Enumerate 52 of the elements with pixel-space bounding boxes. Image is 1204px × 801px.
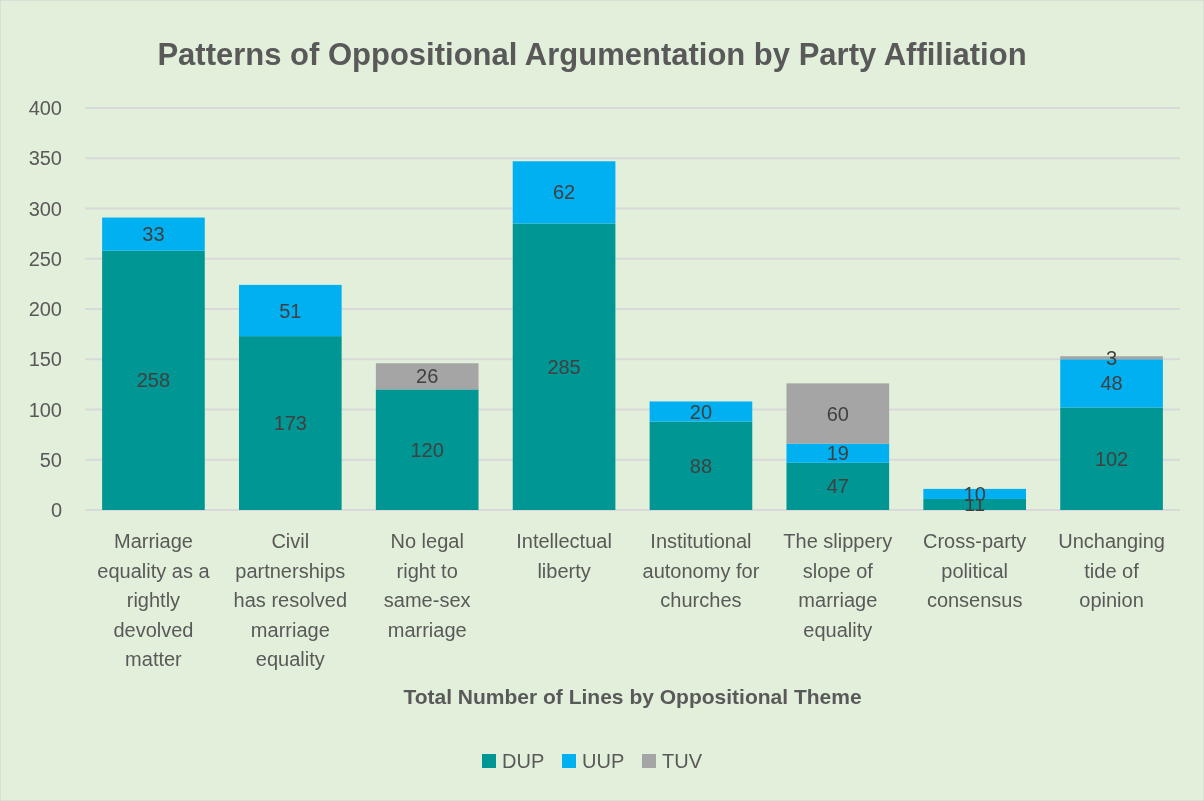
data-label: 20 — [689, 400, 713, 423]
data-label: 173 — [273, 412, 307, 435]
x-tick-label: Cross-party political consensus — [923, 530, 1027, 611]
x-axis-title: Total Number of Lines by Oppositional Theme — [403, 685, 862, 708]
bar — [649, 421, 753, 510]
y-tick-label: 350 — [28, 147, 62, 170]
y-tick-label: 150 — [28, 348, 62, 371]
bar — [1060, 407, 1163, 510]
y-tick-label: 400 — [28, 97, 62, 119]
x-tick-label: No legal right to same-sex marriage — [383, 530, 471, 641]
y-tick-label: 100 — [28, 398, 62, 421]
chart-title: Patterns of Oppositional Argumentation by Party Affiliation — [157, 37, 1027, 72]
y-tick-label: 300 — [28, 197, 62, 220]
legend-label: DUP — [502, 750, 545, 772]
x-tick-label: The slippery slope of marriage equality — [783, 530, 893, 641]
data-label: 120 — [410, 438, 444, 461]
x-tick-label: Unchanging tide of opinion — [1058, 530, 1165, 611]
y-tick-label: 200 — [28, 298, 62, 320]
x-tick-label: Marriage equality as a rightly devolved matter — [97, 530, 211, 670]
data-label: 102 — [1094, 447, 1129, 470]
data-label: 62 — [552, 181, 576, 204]
bar — [238, 284, 342, 337]
bar — [923, 488, 1027, 499]
bar — [649, 401, 753, 422]
y-tick-label: 50 — [39, 448, 62, 471]
data-label: 88 — [689, 454, 713, 477]
data-label: 285 — [547, 355, 581, 378]
bar — [375, 389, 479, 510]
legend-label: UUP — [582, 750, 625, 772]
bar — [786, 383, 890, 444]
bar — [102, 217, 205, 251]
data-label: 26 — [416, 365, 439, 388]
data-label: 258 — [136, 369, 171, 392]
x-tick-label: Intellectual liberty — [516, 530, 612, 582]
bar — [375, 363, 479, 390]
bar — [238, 336, 342, 510]
data-label: 33 — [142, 223, 165, 246]
y-tick-label: 0 — [50, 499, 62, 521]
data-label: 51 — [279, 299, 302, 322]
bar — [102, 250, 205, 510]
bar — [786, 443, 890, 463]
legend-label: TUV — [662, 750, 703, 772]
bar — [786, 462, 890, 510]
data-label: 19 — [826, 442, 849, 465]
x-tick-label: Civil partnerships has resolved marriage equality — [233, 530, 348, 670]
data-label: 48 — [1100, 372, 1123, 395]
data-label: 47 — [826, 475, 849, 498]
bar — [512, 223, 616, 510]
bar — [512, 161, 616, 224]
data-label: 60 — [826, 402, 849, 425]
y-tick-label: 250 — [28, 247, 62, 270]
x-tick-label: Institutional autonomy for churches — [642, 530, 760, 611]
